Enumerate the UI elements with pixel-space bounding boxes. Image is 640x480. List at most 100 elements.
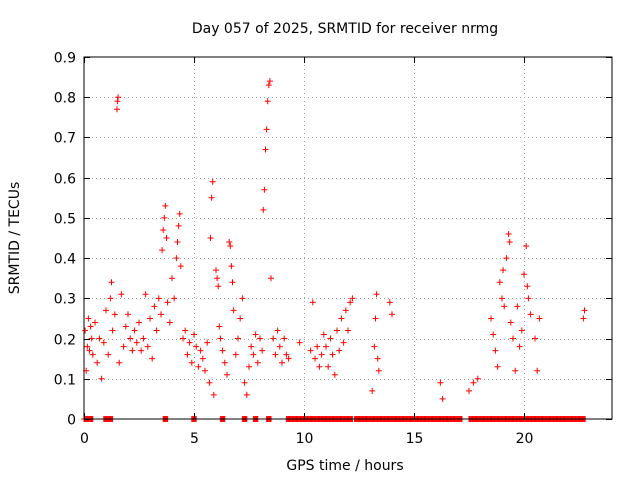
data-point [279,359,285,366]
tick-marks: 0 0.1 0.2 0.3 0.4 0.5 0.6 0.7 0.8 0.9 0 5 10 15 20 [54,51,612,447]
data-point [374,355,381,362]
y-tick-label: 0.5 [54,212,76,228]
data-point [470,379,477,386]
data-point [177,263,184,270]
data-point [219,347,226,354]
y-tick-label: 0.4 [54,252,76,268]
data-point [221,359,228,366]
data-point [276,343,283,350]
data-point [133,339,140,346]
data-point [122,323,129,330]
data-point [230,307,237,314]
data-point [262,146,269,153]
data-point [261,186,268,193]
data-points [81,78,589,422]
data-point [375,367,382,374]
data-point [260,206,267,213]
data-point [151,303,158,310]
data-point [503,255,510,262]
data-point [274,327,281,334]
data-point [111,311,118,318]
data-point [182,327,189,334]
data-point [92,319,98,326]
gridlines [84,57,612,419]
data-point [316,363,323,370]
data-point [217,335,224,342]
data-point [169,275,175,282]
data-point [492,347,499,354]
data-point [206,379,213,386]
data-point [116,359,123,366]
data-point [349,295,356,302]
data-point [175,222,182,229]
data-point [96,335,103,342]
data-point [525,295,532,302]
data-point [166,319,173,326]
data-point [340,339,347,346]
data-point [309,299,316,306]
data-point [155,295,162,302]
data-point [120,343,127,350]
data-point [252,331,259,338]
data-point [208,194,215,201]
y-tick-label: 0 [67,413,76,429]
data-point [204,339,211,346]
data-point [171,295,178,302]
data-point [239,295,246,302]
data-point [524,283,531,290]
data-point [108,279,115,286]
data-point [494,363,501,370]
data-point [98,375,105,382]
data-point [144,343,151,350]
data-point [283,351,290,358]
data-point [109,327,116,334]
data-point [224,371,230,378]
data-point [188,359,195,366]
y-tick-label: 0.6 [54,172,76,188]
data-point [334,327,340,334]
data-point [174,239,181,246]
data-point [510,335,516,342]
data-point [213,267,219,274]
data-point [89,351,96,358]
data-point [160,226,167,233]
data-point [149,355,156,362]
data-point [229,279,236,286]
data-point [180,335,186,342]
data-point [158,311,164,318]
data-point [499,295,505,302]
x-axis-label: GPS time / hours [286,458,403,474]
data-point [336,347,343,354]
data-point [186,339,193,346]
data-point [263,126,270,133]
data-point [437,379,444,386]
y-tick-label: 0.9 [54,51,76,67]
data-point [237,315,244,322]
y-axis-label: SRMTID / TECUs [7,182,23,295]
data-point [518,327,525,334]
data-point [136,319,142,326]
data-point [228,263,235,270]
data-point [323,343,329,350]
data-point [507,319,514,326]
data-point [257,335,263,342]
data-point [345,327,351,334]
data-point [227,243,234,250]
data-point [248,343,255,350]
data-point [329,351,336,358]
data-point [527,311,534,318]
data-point [118,291,125,298]
data-point [241,379,248,386]
data-point [131,327,138,334]
data-point [193,343,200,350]
x-tick-label: 10 [296,431,314,447]
data-point [327,335,334,342]
data-point [386,299,393,306]
x-tick-label: 20 [516,431,534,447]
data-point [129,347,136,354]
data-point [254,359,261,366]
data-point [202,367,208,374]
data-point [266,78,273,85]
x-tick-label: 15 [406,431,424,447]
